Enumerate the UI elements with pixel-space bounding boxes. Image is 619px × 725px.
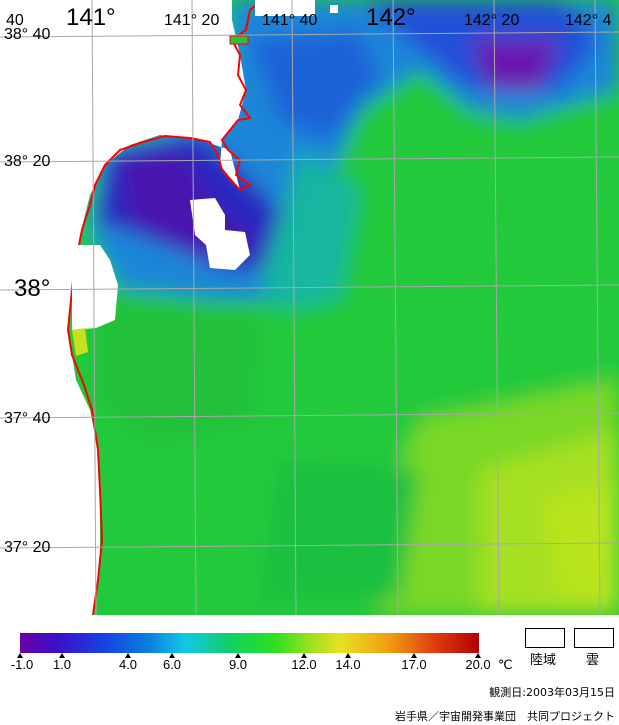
unit-label: ℃ [498,657,513,672]
scale-tick [411,653,417,658]
latitude-label-38-40: 38° 40 [4,26,51,43]
scale-label: 6.0 [162,657,182,672]
longitude-label-141: 141° [66,4,116,31]
scale-tick [345,653,351,658]
scale-label: 20.0 [465,657,491,672]
land-swatch [525,628,565,648]
scale-tick [59,653,65,658]
sst-map: 40 141° 141° 20 141° 40 142° 142° 20 142… [0,0,619,615]
land-area [0,0,246,615]
land-swatch-label: 陸域 [530,653,557,668]
corner-label: 40 [6,12,24,29]
scale-label: 1.0 [52,657,72,672]
sst-map-graphic [0,0,619,615]
coastline [66,0,263,615]
scale-tick [475,653,481,658]
temperature-color-scale [20,633,479,653]
latitude-label-38: 38° [14,275,51,302]
scale-tick [125,653,131,658]
longitude-label-141-20: 141° 20 [164,12,220,29]
scale-label: -1.0 [10,657,34,672]
cloud-areas [72,0,338,330]
temperature-field [0,0,619,615]
scale-label: 12.0 [291,657,317,672]
credit-text: 岩手県／宇宙開発事業団 共同プロジェクト [395,710,615,723]
graticule [0,0,619,615]
scale-tick [301,653,307,658]
scale-label: 14.0 [335,657,361,672]
scale-label: 4.0 [118,657,138,672]
longitude-label-142-20: 142° 20 [464,12,520,29]
observation-date: 観測日:2003年03月15日 [489,686,615,699]
cloud-swatch [574,628,614,648]
scale-tick [169,653,175,658]
scale-tick [17,653,23,658]
latitude-label-37-40: 37° 40 [4,410,51,427]
scale-label: 9.0 [228,657,248,672]
latitude-label-38-20: 38° 20 [4,153,51,170]
scale-label: 17.0 [401,657,427,672]
cloud-swatch-label: 雲 [586,653,600,668]
latitude-label-37-20: 37° 20 [4,539,51,556]
longitude-label-141-40: 141° 40 [262,12,318,29]
longitude-label-142: 142° [366,4,416,31]
scale-tick [235,653,241,658]
longitude-label-142-40: 142° 4 [565,12,612,29]
